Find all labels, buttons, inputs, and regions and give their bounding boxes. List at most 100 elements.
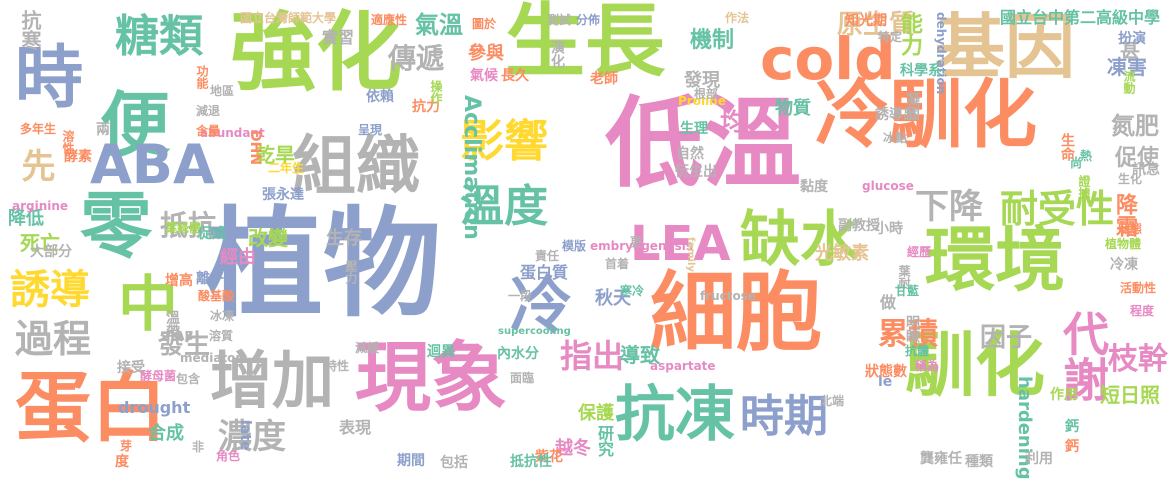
cloud-word: 模版 bbox=[562, 239, 587, 253]
cloud-word: 植物 bbox=[205, 195, 442, 333]
cloud-word: 累積 bbox=[878, 317, 938, 352]
cloud-word: 乾旱 bbox=[255, 143, 295, 167]
cloud-word: 先 bbox=[15, 148, 55, 182]
cloud-word: abundant bbox=[200, 126, 265, 140]
cloud-word: 冷凍 bbox=[1110, 257, 1138, 273]
cloud-word: 特定 bbox=[878, 30, 903, 44]
cloud-word: 明瞭 bbox=[904, 315, 920, 343]
cloud-word: 減退 bbox=[196, 104, 221, 118]
cloud-word: 環境 bbox=[925, 219, 1065, 301]
cloud-word: 長久 bbox=[501, 68, 529, 84]
cloud-word: hardening bbox=[1014, 376, 1035, 480]
cloud-word: 責任 bbox=[535, 249, 560, 263]
cloud-word: 抗寒 bbox=[18, 10, 42, 50]
cloud-word: 抗體 bbox=[905, 344, 930, 358]
cloud-word: 導致 bbox=[620, 343, 660, 367]
cloud-word: RAB bbox=[166, 329, 194, 343]
cloud-word: 蛋白質 bbox=[520, 263, 569, 282]
cloud-word: 凍害 bbox=[1107, 55, 1147, 79]
cloud-word: 作用 bbox=[1050, 387, 1078, 403]
cloud-word: 壓力 bbox=[344, 260, 358, 284]
cloud-word: 濃度 bbox=[218, 417, 286, 457]
cloud-word: 首着 bbox=[605, 257, 630, 271]
cloud-word: 便 bbox=[100, 84, 170, 166]
cloud-word: glucose bbox=[862, 179, 914, 193]
cloud-word: 促成 bbox=[198, 226, 226, 242]
cloud-word: 秋天 bbox=[595, 288, 631, 309]
cloud-word: le bbox=[878, 374, 893, 390]
cloud-word: 甘藍 bbox=[895, 284, 920, 298]
cloud-word: 降霜 bbox=[1112, 193, 1137, 237]
cloud-word: 研究 bbox=[595, 425, 614, 457]
cloud-word: 稱為 bbox=[915, 359, 940, 373]
cloud-word: 增加 bbox=[210, 344, 335, 417]
cloud-word: 程度 bbox=[1130, 304, 1155, 318]
cloud-word: 酵母菌 bbox=[140, 369, 177, 383]
cloud-word: LEA bbox=[630, 216, 731, 272]
cloud-word: 光敏素 bbox=[815, 243, 869, 264]
cloud-word: Acclimation bbox=[459, 95, 484, 240]
cloud-word: Proline bbox=[678, 94, 726, 108]
cloud-word: DHN bbox=[247, 130, 263, 166]
cloud-word: 參與 bbox=[468, 43, 504, 64]
cloud-word: 保護 bbox=[578, 403, 614, 424]
cloud-word: 一段 bbox=[508, 289, 533, 303]
cloud-word: 特性 bbox=[325, 359, 350, 373]
cloud-word: family bbox=[685, 237, 696, 272]
cloud-word: 溶質 bbox=[209, 329, 234, 343]
cloud-word: 植物體 bbox=[1105, 237, 1142, 251]
cloud-word: 缺水 bbox=[740, 205, 860, 275]
cloud-word: 減緩 bbox=[355, 341, 380, 355]
cloud-word: 龔雍任 bbox=[920, 451, 962, 467]
cloud-word: 抗凍 bbox=[615, 380, 735, 450]
cloud-word: late bbox=[237, 420, 253, 451]
cloud-word: 合成 bbox=[148, 423, 184, 444]
cloud-word: 組織 bbox=[292, 130, 420, 204]
cloud-word: 度 bbox=[115, 454, 129, 470]
cloud-word: 強化 bbox=[230, 3, 402, 103]
cloud-word: 適應性 bbox=[371, 13, 408, 27]
cloud-word: 馴化 bbox=[905, 324, 1045, 406]
cloud-word: 分佈 bbox=[576, 13, 601, 27]
cloud-word: drought bbox=[118, 398, 191, 417]
cloud-word: 含量 bbox=[196, 124, 221, 138]
cloud-word: 機制 bbox=[690, 28, 735, 53]
cloud-word: 促使 bbox=[1115, 146, 1160, 171]
cloud-word: 中 bbox=[118, 270, 178, 340]
cloud-word: 甚 bbox=[1120, 38, 1140, 62]
cloud-word: 發生 bbox=[158, 330, 211, 360]
cloud-word: 降低 bbox=[8, 208, 44, 229]
cloud-word: arginine bbox=[12, 199, 69, 213]
cloud-word: 尚 bbox=[1070, 156, 1083, 170]
cloud-word: ABA bbox=[90, 133, 215, 196]
cloud-word: cold bbox=[760, 25, 896, 93]
cloud-word: 氣候 bbox=[470, 68, 498, 84]
cloud-word: 均 bbox=[720, 108, 744, 136]
cloud-word: 糖類 bbox=[115, 11, 203, 62]
cloud-word: 根部 bbox=[694, 87, 719, 101]
cloud-word: 圖於 bbox=[472, 17, 497, 31]
cloud-word: 鈣 bbox=[1065, 419, 1079, 435]
cloud-word: 包含 bbox=[176, 372, 201, 386]
cloud-word: 冷 bbox=[510, 269, 573, 342]
cloud-word: 表現 bbox=[339, 418, 372, 437]
cloud-word: 知光期 bbox=[845, 13, 887, 29]
cloud-word: 測試 bbox=[547, 13, 572, 27]
cloud-word: 蛋白 bbox=[15, 363, 167, 452]
cloud-word: 衍生出 bbox=[675, 164, 717, 180]
cloud-word: 演化 bbox=[549, 40, 565, 68]
cloud-word: 物質 bbox=[775, 98, 811, 119]
cloud-word: 非 bbox=[192, 440, 205, 454]
cloud-word: 接受 bbox=[117, 360, 145, 376]
cloud-word: 指出 bbox=[560, 337, 625, 375]
cloud-word: 兩 bbox=[96, 122, 110, 138]
cloud-word: 死亡 bbox=[20, 231, 60, 255]
cloud-word: 因子 bbox=[980, 323, 1033, 353]
cloud-word: 副教授 bbox=[838, 218, 880, 234]
cloud-word: 二年生 bbox=[268, 161, 305, 175]
cloud-word: 誘導出 bbox=[875, 107, 917, 123]
cloud-word: supercooling bbox=[498, 326, 571, 337]
cloud-word: 抵抗 bbox=[160, 209, 217, 242]
cloud-word: 功能 bbox=[195, 65, 209, 89]
